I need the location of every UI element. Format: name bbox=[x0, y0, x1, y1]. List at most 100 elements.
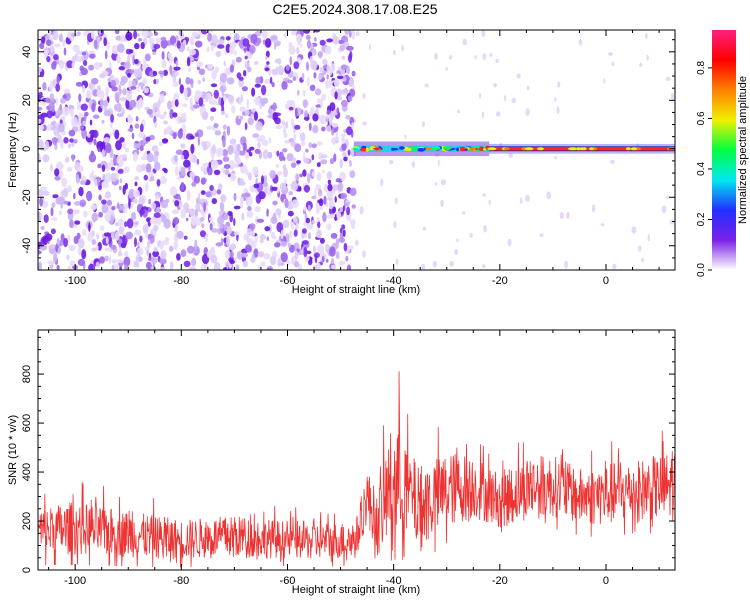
spectrogram-cell bbox=[119, 137, 125, 143]
spectrogram-cell bbox=[60, 233, 65, 242]
spectrogram-cell bbox=[261, 139, 269, 147]
spectrogram-cell bbox=[176, 40, 181, 49]
spectrogram-cell bbox=[424, 83, 429, 88]
spectrogram-cell bbox=[70, 33, 77, 38]
spectrogram-cell bbox=[111, 86, 118, 92]
spectrogram-cell bbox=[242, 38, 250, 47]
spectrogram-cell bbox=[301, 240, 309, 245]
spectrogram-cell bbox=[346, 264, 352, 270]
spectrogram-cell bbox=[213, 123, 219, 128]
spectrogram-cell bbox=[172, 112, 178, 118]
spectrogram-cell bbox=[345, 201, 350, 208]
spectrogram-cell bbox=[209, 115, 215, 122]
spectrogram-cell bbox=[226, 125, 231, 136]
spectrogram-cell bbox=[287, 79, 293, 84]
colorbar-label: Normalized spectral amplitude bbox=[737, 76, 749, 224]
spectrogram-cell bbox=[66, 254, 70, 261]
spectrogram-cell bbox=[119, 80, 126, 86]
spectrogram-cell bbox=[101, 164, 106, 172]
spectrogram-cell bbox=[88, 222, 91, 232]
spectrogram-cell bbox=[214, 261, 221, 270]
spectrogram-cell bbox=[275, 125, 283, 130]
spectrogram-cell bbox=[162, 138, 168, 144]
spectrogram-cell bbox=[308, 232, 311, 240]
spectrogram-cell bbox=[336, 107, 340, 114]
spectrogram-cell bbox=[249, 146, 255, 151]
spectrogram-cell bbox=[309, 55, 313, 63]
spectrogram-cell bbox=[329, 213, 336, 219]
spectrogram-cell bbox=[307, 172, 311, 184]
spectrogram-cell bbox=[57, 123, 65, 133]
spectrogram-cell bbox=[127, 116, 134, 124]
spectrogram-cell bbox=[101, 119, 105, 124]
spectrogram-cell bbox=[78, 93, 82, 103]
spectrogram-cell bbox=[49, 93, 54, 102]
spectrogram-cell bbox=[421, 121, 426, 128]
spectrogram-cell bbox=[200, 208, 204, 216]
spectrogram-cell bbox=[128, 198, 131, 209]
spectrogram-cell bbox=[276, 150, 280, 157]
spectrogram-cell bbox=[91, 169, 94, 178]
spectrogram-cell bbox=[282, 120, 285, 127]
spectrogram-cell bbox=[63, 237, 68, 248]
spectrogram-cell bbox=[209, 223, 213, 231]
spectrogram-cell bbox=[168, 245, 174, 252]
spectrogram-cell bbox=[68, 244, 76, 252]
spectrogram-cell bbox=[240, 198, 244, 209]
spectrogram-cell bbox=[134, 237, 137, 248]
spectrogram-cell bbox=[180, 154, 185, 161]
spectrogram-cell bbox=[309, 257, 313, 262]
spectrogram-cell bbox=[269, 170, 276, 179]
spectrogram-cell bbox=[481, 264, 486, 268]
spectrogram-cell bbox=[190, 143, 195, 154]
spectrogram-cell bbox=[334, 196, 337, 203]
spectrogram-cell bbox=[421, 263, 426, 270]
spectrogram-cell bbox=[346, 206, 351, 216]
spectrogram-cell bbox=[238, 181, 246, 186]
spectrogram-cell bbox=[80, 103, 89, 111]
spectrogram-cell bbox=[336, 75, 344, 80]
spectrogram-cell bbox=[340, 192, 348, 200]
spectrogram-cell bbox=[299, 43, 303, 48]
spectrogram-cell bbox=[158, 141, 164, 147]
spectrogram-cell bbox=[40, 225, 45, 231]
spectrogram-cell bbox=[308, 142, 313, 149]
spectrogram-cell bbox=[610, 159, 615, 164]
spectrogram-cell bbox=[141, 30, 149, 38]
spectrogram-cell bbox=[76, 31, 81, 37]
spectrogram-cell bbox=[336, 210, 342, 220]
spectrogram-cell bbox=[252, 133, 260, 138]
spectrogram-cell bbox=[326, 223, 332, 231]
spectrogram-cell bbox=[277, 58, 282, 65]
spectrogram-cell bbox=[160, 36, 167, 41]
spectrogram-cell bbox=[264, 67, 270, 72]
spectrogram-cell bbox=[251, 87, 256, 97]
spectrogram-cell bbox=[109, 159, 114, 167]
spectrogram-cell bbox=[81, 249, 87, 260]
spectrogram-cell bbox=[314, 37, 317, 42]
spectrogram-cell bbox=[389, 160, 394, 165]
spectrogram-cell bbox=[329, 246, 336, 257]
spectrogram-cell bbox=[235, 56, 242, 63]
spectrogram-cell bbox=[104, 211, 111, 222]
spectrogram-cell bbox=[82, 84, 86, 94]
spectrogram-cell bbox=[81, 51, 87, 56]
spectrogram-cell bbox=[482, 148, 487, 151]
spectrogram-cell bbox=[331, 127, 335, 136]
spectrogram-cell bbox=[83, 59, 88, 66]
spectrogram-cell bbox=[276, 222, 284, 233]
spectrogram-cell bbox=[171, 99, 175, 109]
spectrogram-cell bbox=[251, 241, 257, 249]
spectrogram-cell bbox=[191, 181, 197, 187]
spectrogram-cell bbox=[249, 45, 256, 54]
spectrogram-cell bbox=[322, 58, 328, 66]
spectrogram-cell bbox=[245, 244, 252, 253]
spectrogram-cell bbox=[625, 147, 631, 151]
spectrogram-cell bbox=[474, 55, 477, 60]
spectrogram-cell bbox=[349, 187, 357, 197]
spectrogram-cell bbox=[141, 64, 147, 71]
spectrogram-cell bbox=[482, 193, 486, 197]
spectrogram-cell bbox=[257, 251, 265, 258]
spectrogram-cell bbox=[441, 179, 446, 186]
spectrogram-cell bbox=[270, 35, 278, 41]
